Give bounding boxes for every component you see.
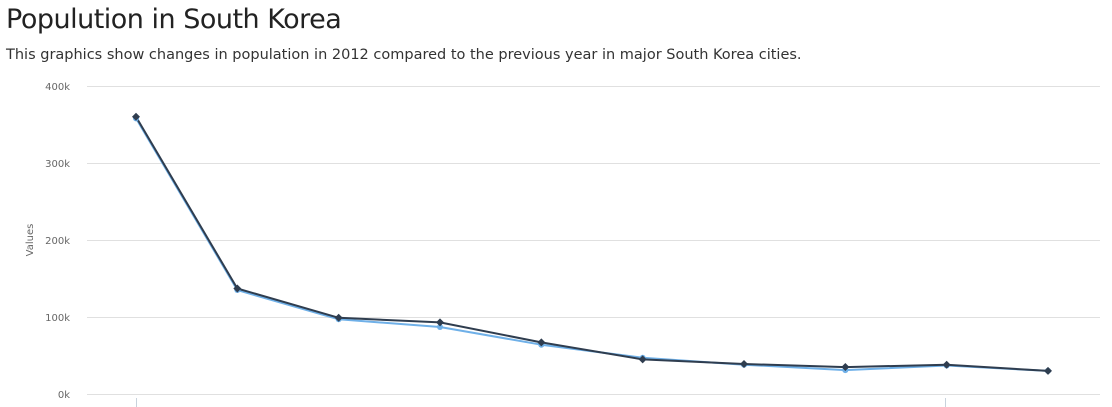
y-axis-tick-labels: 0k 100k 200k 300k 400k bbox=[45, 82, 70, 401]
data-point-diamond bbox=[334, 313, 343, 322]
page-title: Populution in South Korea bbox=[6, 4, 342, 35]
x-axis-ticks bbox=[136, 398, 946, 407]
data-point-diamond bbox=[233, 284, 242, 293]
page-subtitle: This graphics show changes in population… bbox=[6, 47, 802, 63]
data-point-diamond bbox=[942, 360, 951, 369]
data-point-diamond bbox=[841, 363, 850, 372]
grid-lines bbox=[87, 86, 1100, 395]
data-point-diamond bbox=[537, 338, 546, 347]
y-tick-label: 400k bbox=[45, 82, 70, 93]
data-point-diamond bbox=[740, 359, 748, 368]
y-tick-label: 0k bbox=[58, 390, 70, 401]
series-line-2 bbox=[135, 116, 1049, 372]
series-lines bbox=[135, 116, 1049, 372]
y-tick-label: 200k bbox=[45, 236, 70, 247]
y-axis-title: Values bbox=[25, 224, 36, 257]
data-point-circle bbox=[437, 324, 443, 331]
data-point-diamond bbox=[638, 355, 647, 364]
data-point-diamond bbox=[1044, 366, 1052, 375]
y-tick-label: 300k bbox=[45, 159, 70, 170]
series-line-1 bbox=[135, 117, 1049, 372]
y-tick-label: 100k bbox=[45, 313, 70, 324]
series-markers bbox=[132, 112, 1052, 375]
data-point-diamond bbox=[132, 112, 140, 121]
data-point-diamond bbox=[436, 318, 444, 327]
